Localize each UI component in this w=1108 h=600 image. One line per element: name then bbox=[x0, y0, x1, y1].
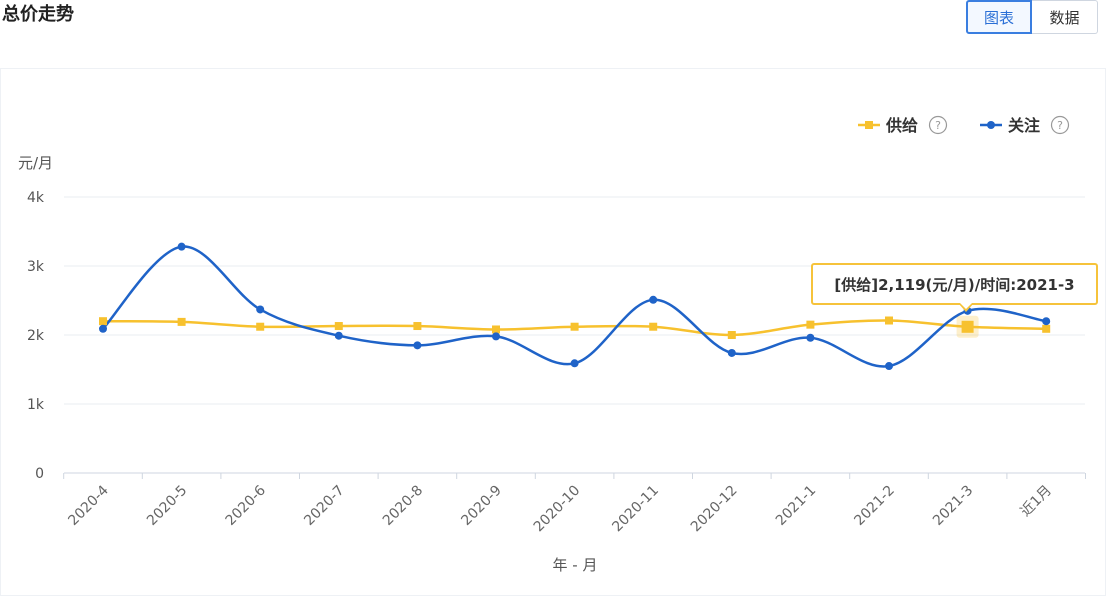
data-view-button[interactable]: 数据 bbox=[1032, 0, 1098, 34]
chart-view-button[interactable]: 图表 bbox=[966, 0, 1032, 34]
data-point[interactable] bbox=[413, 341, 422, 350]
y-tick-label: 1k bbox=[27, 397, 45, 413]
data-point[interactable] bbox=[99, 324, 107, 333]
data-tooltip: [供给]2,119(元/月)/时间:2021-3 bbox=[811, 263, 1098, 305]
x-tick-label: 2021-2 bbox=[851, 483, 897, 529]
x-tick-label: 近1月 bbox=[1018, 483, 1055, 520]
data-point[interactable] bbox=[806, 333, 815, 342]
legend-label[interactable]: 关注 bbox=[1008, 116, 1040, 135]
x-tick-label: 2020-9 bbox=[458, 483, 504, 529]
y-tick-labels: 0 1k 2k 3k 4k bbox=[27, 190, 45, 482]
y-tick-label: 3k bbox=[27, 259, 45, 275]
legend-swatch-marker bbox=[987, 121, 995, 129]
help-icon-glyph: ? bbox=[1057, 119, 1063, 132]
data-point[interactable] bbox=[413, 322, 422, 331]
x-tick-label: 2020-10 bbox=[531, 483, 584, 536]
data-point[interactable] bbox=[256, 322, 265, 331]
grid-lines bbox=[64, 196, 1085, 474]
data-point[interactable] bbox=[256, 305, 265, 314]
data-point[interactable] bbox=[649, 295, 658, 304]
data-point[interactable] bbox=[885, 362, 893, 371]
page-title: 总价走势 bbox=[2, 4, 74, 25]
data-point[interactable] bbox=[99, 317, 107, 326]
data-point[interactable] bbox=[1042, 317, 1051, 326]
x-tick-label: 2020-6 bbox=[223, 482, 269, 528]
y-tick-label: 2k bbox=[27, 328, 45, 344]
tooltip-arrow-inner bbox=[960, 303, 972, 309]
data-point[interactable] bbox=[177, 317, 186, 326]
data-point[interactable] bbox=[334, 322, 343, 331]
help-icon[interactable] bbox=[928, 115, 948, 135]
data-point[interactable] bbox=[1042, 324, 1051, 333]
y-axis-label: 元/月 bbox=[18, 154, 53, 172]
data-point[interactable] bbox=[727, 331, 736, 339]
data-point[interactable] bbox=[885, 316, 893, 325]
x-tick-label: 2020-11 bbox=[609, 483, 662, 536]
data-point[interactable] bbox=[570, 322, 579, 331]
legend-label[interactable]: 供给 bbox=[885, 116, 918, 135]
y-tick-label: 4k bbox=[27, 190, 45, 206]
x-tick-label: 2021-3 bbox=[930, 483, 976, 529]
data-point[interactable] bbox=[492, 325, 500, 334]
legend-swatch-marker bbox=[865, 121, 873, 129]
view-toggle: 图表 数据 bbox=[966, 0, 1098, 34]
x-axis-label: 年 - 月 bbox=[553, 556, 598, 574]
x-tick-label: 2020-7 bbox=[301, 483, 347, 529]
x-tick-label: 2020-8 bbox=[380, 483, 426, 529]
help-icon-glyph: ? bbox=[935, 119, 941, 132]
x-tick-label: 2020-4 bbox=[65, 482, 111, 528]
legend: 供给? 关注? bbox=[858, 115, 1070, 135]
x-tick-label: 2021-1 bbox=[773, 483, 819, 529]
data-point[interactable] bbox=[727, 348, 736, 357]
y-tick-label: 0 bbox=[35, 466, 44, 482]
help-icon[interactable] bbox=[1050, 115, 1070, 135]
data-point[interactable] bbox=[806, 320, 815, 329]
data-point[interactable] bbox=[492, 332, 500, 341]
data-point[interactable] bbox=[334, 331, 343, 340]
x-tick-label: 2020-12 bbox=[688, 483, 741, 536]
data-point[interactable] bbox=[177, 242, 186, 251]
data-point[interactable] bbox=[649, 322, 658, 331]
data-point[interactable] bbox=[570, 359, 579, 368]
chart-card bbox=[0, 68, 1106, 596]
x-tick-labels: 2020-4 2020-5 2020-6 2020-7 2020-8 2020-9 2020… bbox=[63, 473, 1086, 536]
series-layer bbox=[99, 242, 1051, 371]
data-point[interactable] bbox=[961, 320, 974, 333]
x-tick-label: 2020-5 bbox=[144, 483, 190, 529]
